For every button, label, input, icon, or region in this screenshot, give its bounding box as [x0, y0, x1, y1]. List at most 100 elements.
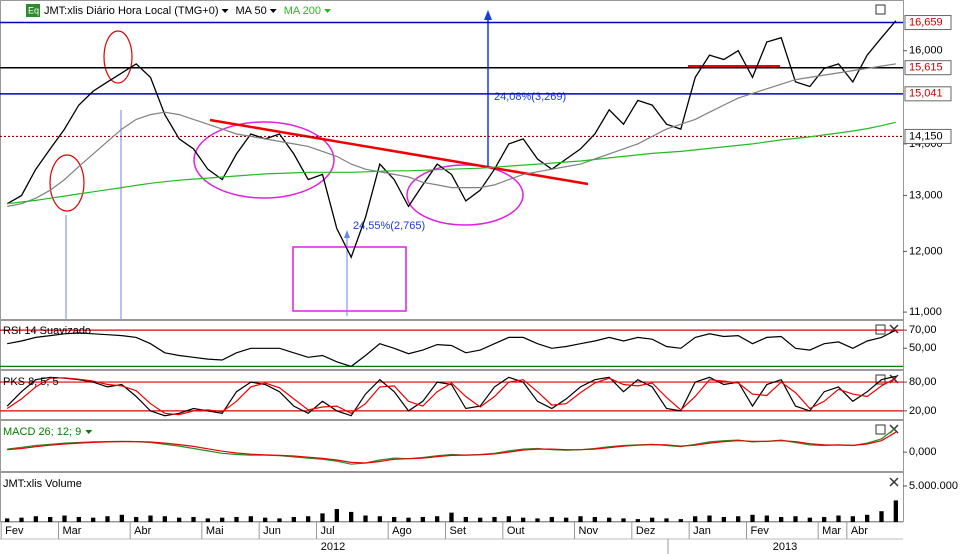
series-line	[7, 329, 897, 368]
x-tick-label: Abr	[134, 525, 151, 537]
panel	[0, 420, 904, 472]
volume-bar	[879, 511, 884, 522]
volume-bar	[736, 516, 741, 522]
volume-bar	[535, 518, 540, 522]
volume-bar	[607, 517, 612, 522]
volume-bar	[635, 519, 640, 522]
volume-bar	[578, 516, 583, 522]
volume-bar	[463, 516, 468, 522]
volume-bar	[779, 516, 784, 522]
level-label: 15,041	[909, 88, 943, 100]
badge-label: Eq	[28, 5, 39, 15]
legend-entry: MA 200	[284, 5, 321, 17]
y-tick-label: 12,000	[909, 245, 943, 257]
x-tick-label: Dez	[636, 525, 656, 537]
volume-bar	[721, 516, 726, 522]
dropdown	[221, 9, 229, 13]
panel-title: PKS 8; 5; 5	[3, 376, 59, 388]
volume-bar	[134, 516, 139, 522]
volume-bar	[693, 516, 698, 522]
x-tick-label: Jul	[321, 525, 335, 537]
volume-bar	[478, 517, 483, 522]
series-line	[7, 63, 896, 207]
badge	[26, 4, 40, 17]
panel	[0, 320, 904, 370]
close-icon[interactable]	[889, 477, 899, 487]
icon[interactable]	[875, 324, 886, 335]
volume-bar	[564, 517, 569, 522]
volume-bar	[449, 512, 454, 522]
x-tick-label: Fev	[5, 525, 24, 537]
ellipse	[193, 121, 335, 199]
volume-bar	[392, 516, 397, 522]
x-tick-label: Out	[507, 525, 525, 537]
volume-bar	[650, 517, 655, 522]
volume-bar	[177, 517, 182, 522]
icon[interactable]	[875, 4, 886, 15]
volume-bar	[822, 516, 827, 522]
volume-bar	[893, 500, 898, 522]
annotation: 24,08%(3,269)	[494, 91, 566, 103]
series-line	[7, 121, 896, 205]
volume-bar	[91, 517, 96, 522]
panel	[0, 0, 904, 320]
volume-bar	[592, 516, 597, 522]
series-line	[6, 20, 897, 259]
y-tick-label: 5.000.000	[909, 480, 958, 492]
ellipse	[49, 154, 85, 212]
close-icon[interactable]	[889, 324, 899, 334]
box	[292, 246, 407, 312]
volume-bar	[664, 518, 669, 522]
x-tick-label: Mai	[206, 525, 224, 537]
level-label: 16,659	[909, 16, 943, 28]
y-tick-label: 50,00	[909, 342, 937, 354]
level-label: 15,615	[909, 62, 943, 74]
y-tick-label: 80,00	[909, 376, 937, 388]
series-line	[6, 377, 897, 416]
icon[interactable]	[875, 374, 886, 385]
volume-bar	[707, 515, 712, 522]
series-line	[6, 375, 896, 417]
volume-bar	[62, 515, 67, 522]
volume-bar	[865, 514, 870, 522]
volume-bar	[506, 516, 511, 522]
x-tick-label: Set	[450, 525, 467, 537]
volume-bar	[764, 515, 769, 522]
legend-entry: RSI 14 Suavizado	[3, 325, 91, 337]
arrow-head	[484, 10, 492, 20]
x-tick-label: Ago	[392, 525, 412, 537]
panel	[0, 370, 904, 420]
trend-line	[209, 118, 589, 186]
x-tick-label: Fev	[751, 525, 770, 537]
y-tick-label: 16,000	[909, 45, 943, 57]
level-label-box	[904, 15, 952, 31]
icon[interactable]	[875, 424, 886, 435]
x-tick-label: Nov	[579, 525, 599, 537]
legend-entry: MA 50	[236, 5, 267, 17]
volume-bar	[277, 518, 282, 522]
x-tick-label: Jan	[693, 525, 711, 537]
volume-bar	[406, 517, 411, 522]
volume-bar	[205, 518, 210, 522]
y-tick-label: 70,00	[909, 324, 937, 336]
volume-bar	[48, 516, 53, 522]
y-tick-label: 11,000	[909, 306, 942, 318]
volume-bar	[850, 516, 855, 522]
volume-bar	[678, 519, 683, 522]
panel-title: JMT:xlis Volume	[3, 478, 82, 490]
y-tick-label: 20,00	[909, 405, 937, 417]
volume-bar	[320, 513, 325, 522]
panel-title: MACD 26; 12; 9	[3, 426, 81, 438]
volume-bar	[5, 518, 10, 522]
year-label: 2013	[773, 541, 797, 553]
annotation: 24,55%(2,765)	[353, 220, 425, 232]
volume-bar	[19, 517, 24, 522]
level-label-box	[904, 128, 952, 144]
volume-bar	[263, 517, 268, 522]
volume-bar	[836, 515, 841, 522]
volume-bar	[621, 518, 626, 522]
year-label: 2012	[321, 541, 345, 553]
volume-bar	[492, 516, 497, 522]
arrow-head	[344, 230, 350, 238]
